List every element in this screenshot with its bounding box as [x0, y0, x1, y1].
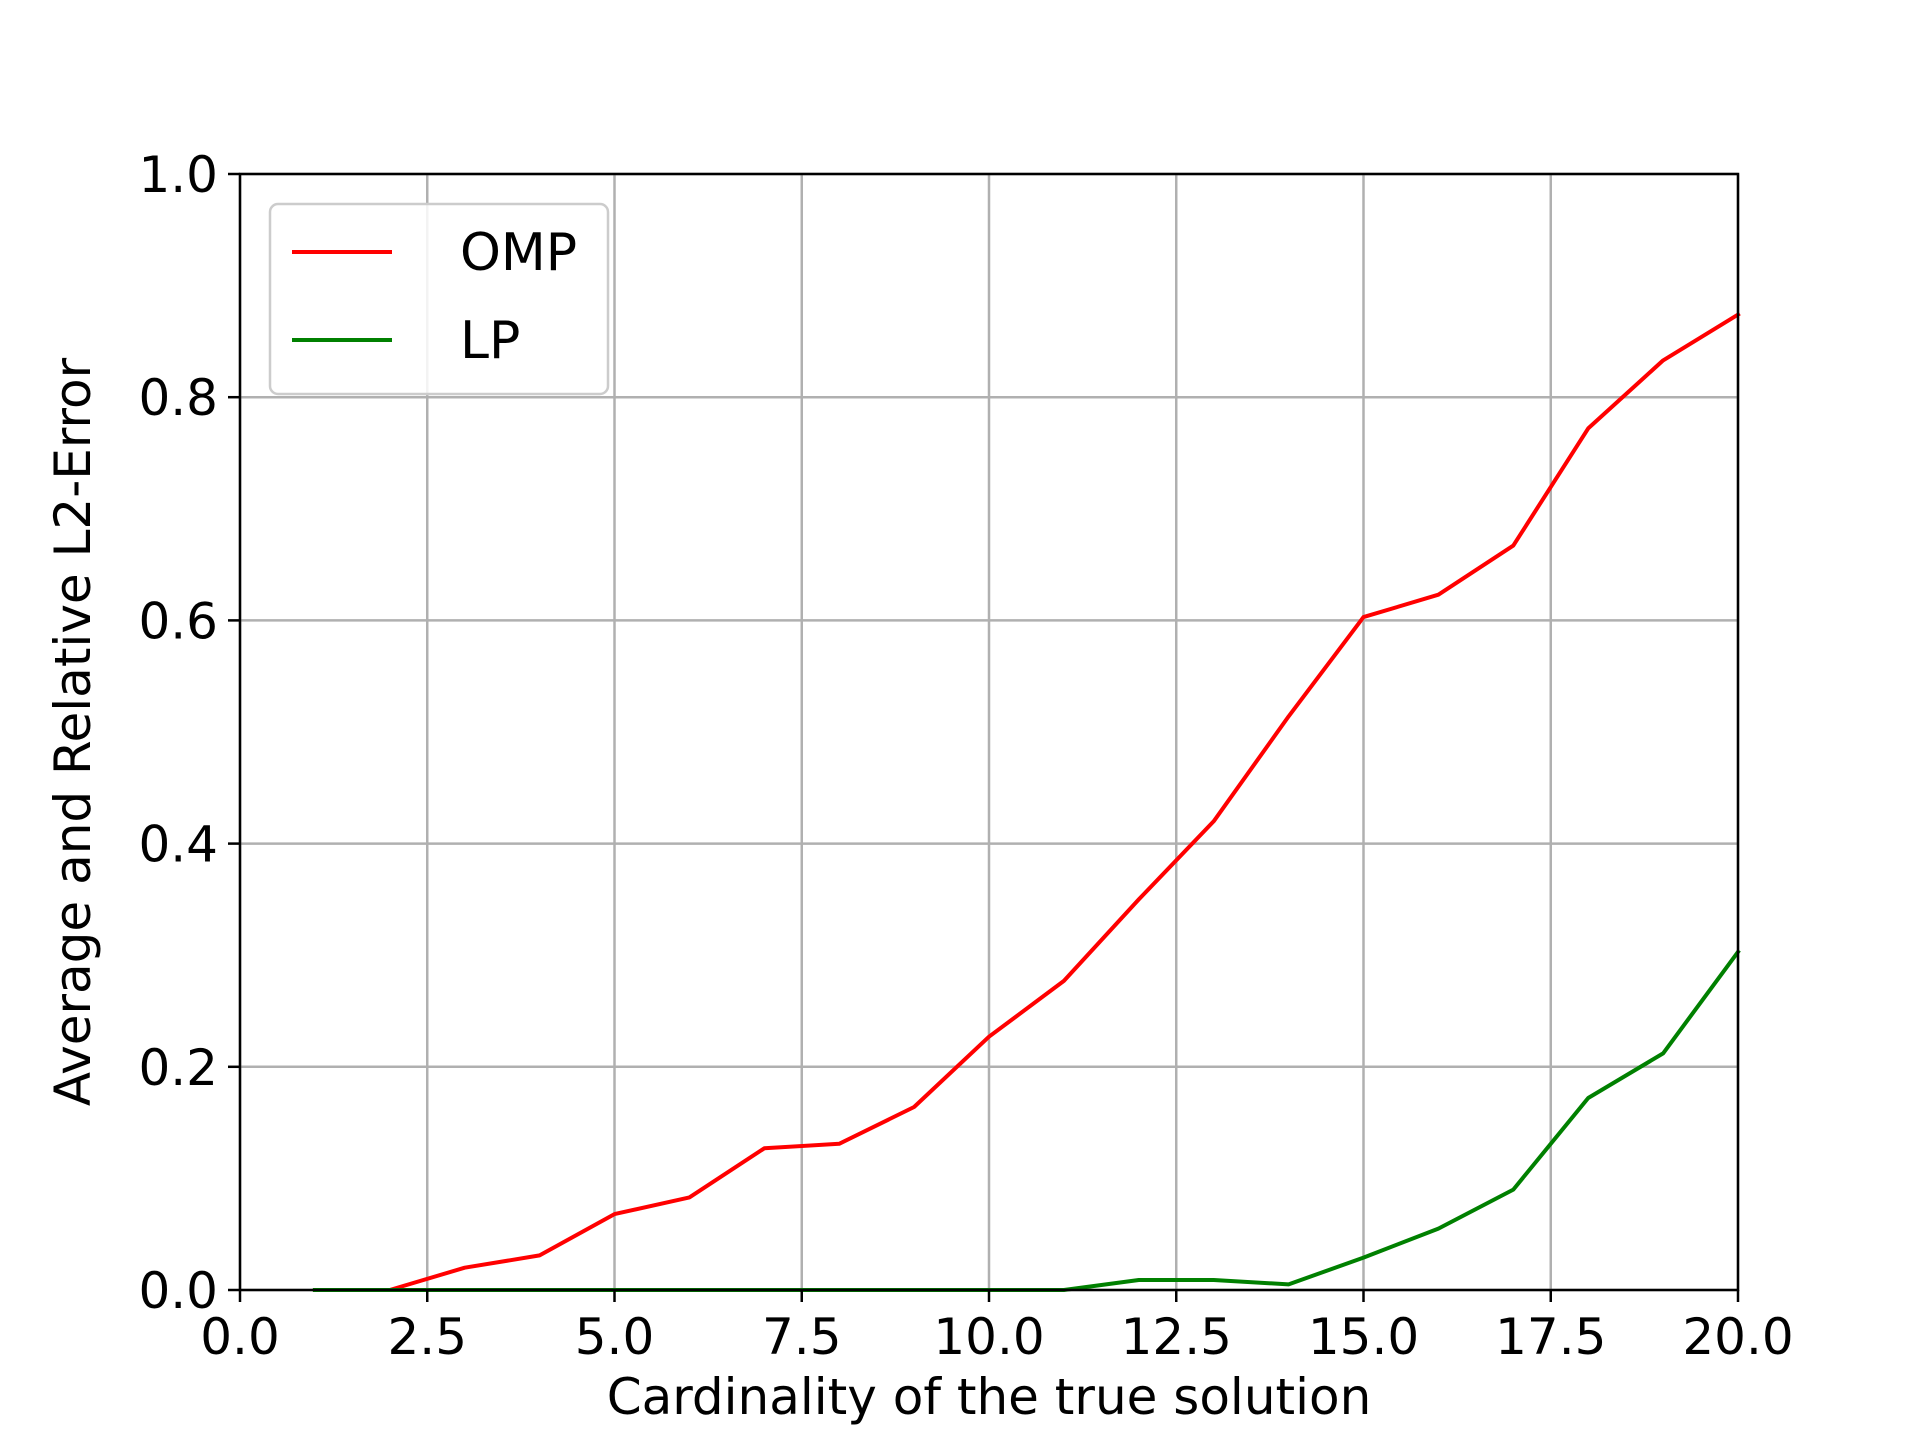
y-tick-label: 1.0 — [138, 146, 218, 204]
x-axis-label: Cardinality of the true solution — [607, 1368, 1372, 1426]
series-line-lp — [312, 949, 1741, 1292]
legend-label-omp: OMP — [460, 223, 577, 283]
x-tick-label: 10.0 — [933, 1308, 1044, 1366]
axis-ticks: 0.0 2.5 5.0 7.5 10.0 12.5 15.0 17.5 20.0 0.0 0.2 0.… — [138, 146, 1793, 1366]
y-tick-label: 0.2 — [138, 1039, 218, 1097]
x-tick-label: 17.5 — [1495, 1308, 1606, 1366]
x-tick-label: 5.0 — [575, 1308, 655, 1366]
y-tick-label: 0.0 — [138, 1262, 218, 1320]
y-tick-label: 0.4 — [138, 816, 218, 874]
x-tick-label: 2.5 — [387, 1308, 467, 1366]
x-tick-label: 15.0 — [1308, 1308, 1419, 1366]
y-axis-label: Average and Relative L2-Error — [44, 357, 102, 1106]
y-tick-label: 0.6 — [138, 592, 218, 650]
x-tick-label: 0.0 — [200, 1308, 280, 1366]
x-tick-label: 20.0 — [1682, 1308, 1793, 1366]
grid — [238, 172, 1740, 1292]
legend: OMP LP — [268, 202, 610, 396]
x-tick-label: 12.5 — [1121, 1308, 1232, 1366]
x-tick-label: 7.5 — [762, 1308, 842, 1366]
y-tick-label: 0.8 — [138, 369, 218, 427]
series-lines — [312, 311, 1741, 1292]
series-line-omp — [312, 311, 1741, 1292]
legend-label-lp: LP — [460, 311, 520, 371]
